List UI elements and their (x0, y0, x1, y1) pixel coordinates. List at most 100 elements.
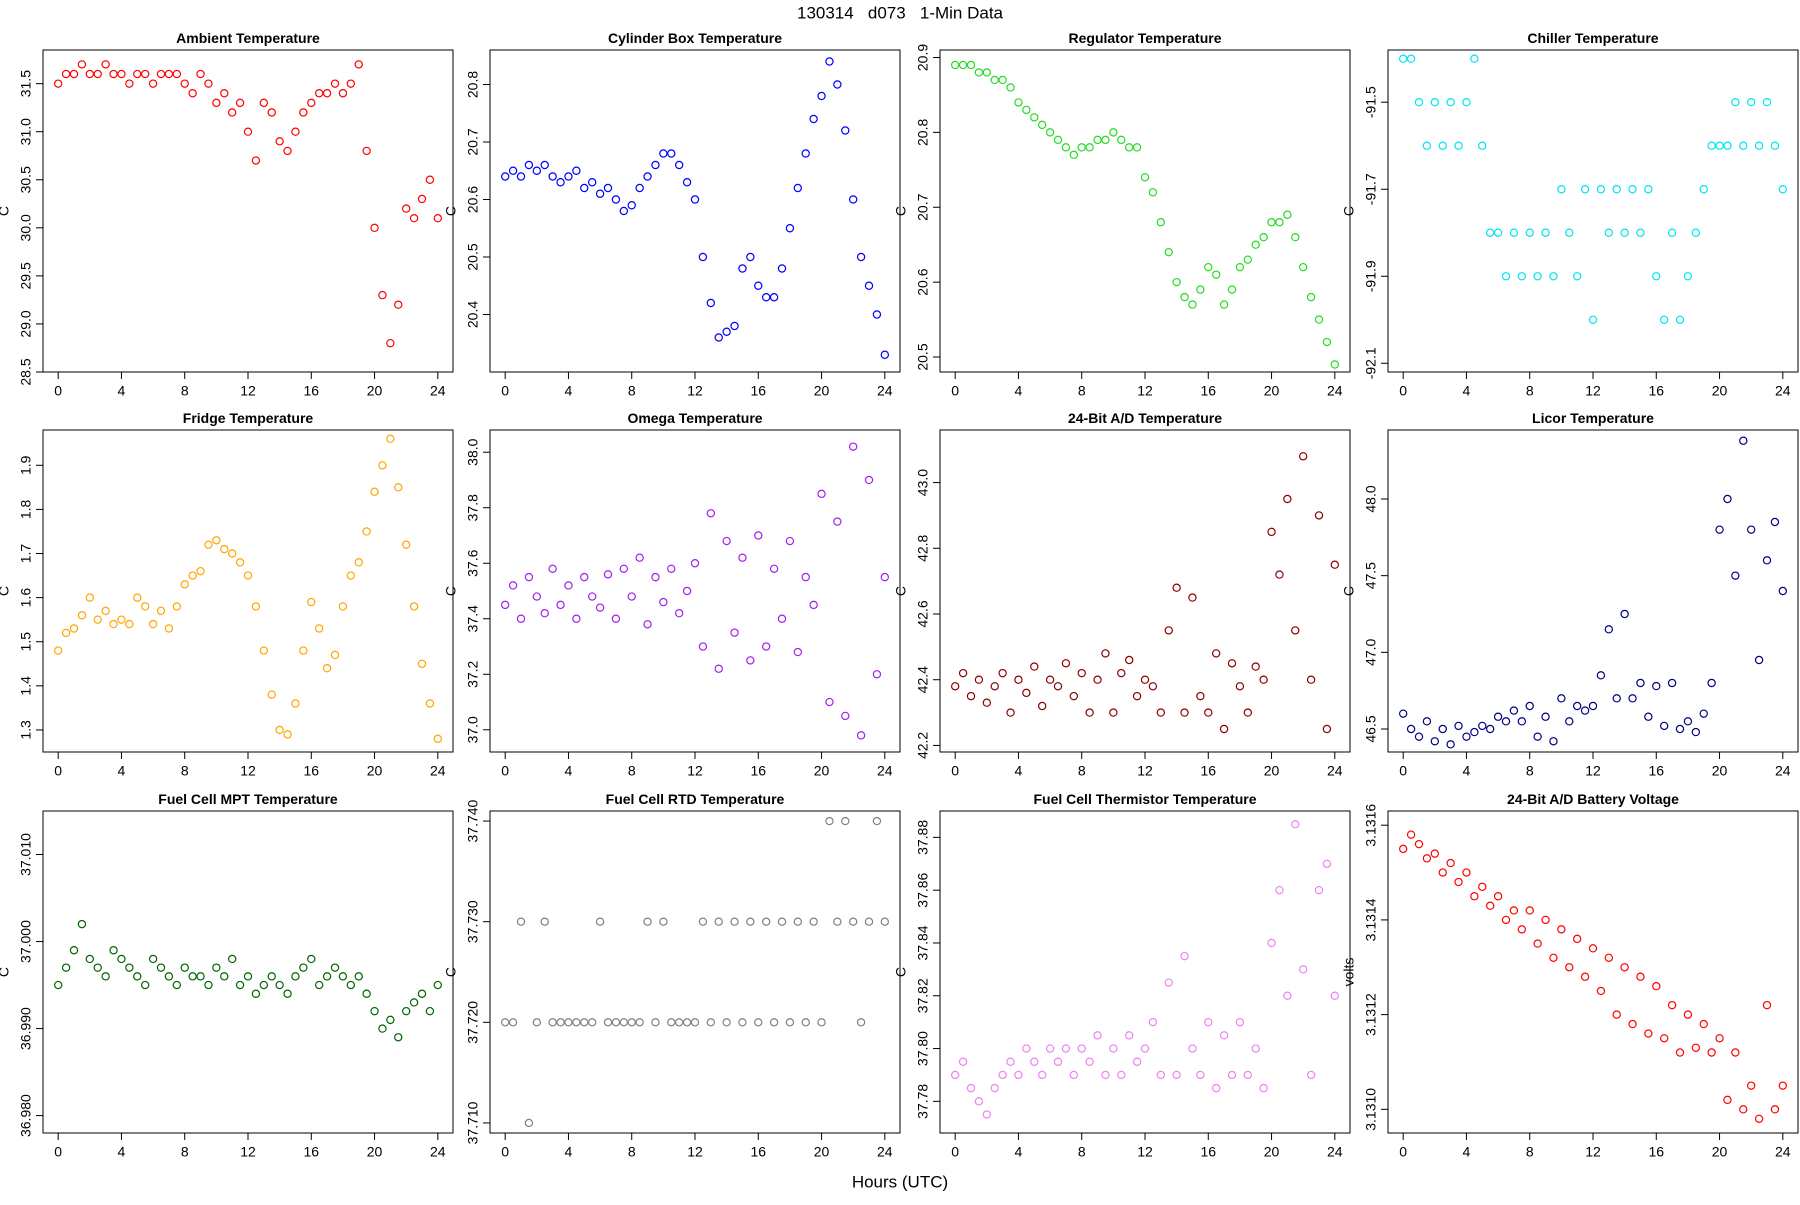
panel-title: Chiller Temperature (1527, 30, 1658, 46)
point (556, 178, 565, 187)
x-tick-label: 16 (303, 383, 319, 399)
point (508, 581, 518, 590)
x-tick-label: 0 (1399, 1144, 1407, 1160)
point (172, 980, 182, 990)
y-tick-label: 1.6 (18, 588, 34, 608)
point (1243, 255, 1253, 264)
point (172, 69, 182, 79)
x-tick-label: 8 (181, 763, 189, 779)
point (761, 642, 771, 651)
y-tick-label: 48.0 (1363, 485, 1379, 512)
point (714, 333, 723, 342)
point (354, 558, 363, 567)
point (299, 108, 308, 117)
point (1525, 701, 1534, 711)
point (1085, 143, 1094, 152)
point (1022, 105, 1031, 115)
point (564, 1018, 573, 1027)
x-tick-label: 24 (1775, 1144, 1791, 1160)
point (1045, 1044, 1055, 1053)
point (864, 475, 874, 485)
point (1572, 272, 1582, 281)
point (425, 1006, 435, 1016)
y-tick-label: 37.84 (915, 925, 931, 960)
point (1770, 141, 1780, 150)
point (1069, 1070, 1079, 1080)
panel: Fridge Temperature C 0 4 8 12 16 20 24 1.3 1.4 1.5 1… (0, 410, 454, 779)
point (1454, 721, 1463, 731)
y-tick-label: 43.0 (915, 469, 931, 496)
point (966, 691, 976, 701)
point (259, 98, 269, 108)
point (1438, 141, 1447, 150)
point (1077, 668, 1086, 678)
point (1243, 1070, 1253, 1080)
point (1462, 868, 1471, 877)
point (291, 972, 300, 981)
plot-frame (42, 429, 454, 753)
point (595, 603, 605, 612)
point (1030, 113, 1039, 122)
point (998, 75, 1007, 85)
panel-title: Licor Temperature (1532, 410, 1654, 426)
point (77, 611, 87, 620)
x-axis-label: Hours (UTC) (852, 1172, 948, 1191)
point (1259, 675, 1268, 684)
point (825, 57, 834, 66)
point (330, 79, 340, 88)
plot-frame (1387, 810, 1799, 1134)
point (966, 1083, 976, 1093)
y-tick-label: 1.9 (18, 455, 34, 475)
point (825, 697, 834, 707)
point (1196, 1070, 1205, 1080)
x-tick-label: 8 (1078, 763, 1086, 779)
plot-frame (939, 429, 1351, 753)
point (1117, 1070, 1126, 1080)
point (220, 544, 229, 554)
point (93, 615, 102, 624)
x-tick-label: 4 (1463, 383, 1471, 399)
x-tick-label: 8 (1078, 383, 1086, 399)
point (1037, 1070, 1047, 1080)
point (227, 954, 237, 964)
point (1612, 694, 1621, 703)
point (433, 734, 443, 743)
point (1314, 511, 1324, 520)
y-tick-label: 37.740 (465, 799, 481, 842)
point (1707, 1048, 1716, 1057)
x-tick-label: 12 (1585, 1144, 1601, 1160)
point (370, 1006, 379, 1016)
point (69, 624, 79, 633)
point (362, 146, 371, 156)
y-tick-label: 37.000 (18, 920, 34, 963)
point (1667, 678, 1677, 688)
point (283, 989, 292, 998)
point (77, 60, 87, 69)
point (1746, 98, 1756, 107)
point (674, 609, 684, 618)
point (769, 564, 779, 573)
point (1053, 682, 1063, 691)
point (1109, 708, 1118, 717)
point (1517, 272, 1527, 281)
x-tick-label: 12 (687, 763, 703, 779)
plot-frame (939, 810, 1351, 1134)
point (1652, 272, 1661, 281)
point (966, 60, 976, 70)
point (722, 327, 731, 336)
point (1283, 210, 1292, 219)
point (1509, 906, 1519, 915)
x-tick-label: 24 (877, 383, 893, 399)
point (595, 917, 605, 926)
point (1478, 141, 1487, 150)
point (738, 1018, 747, 1027)
point (1275, 570, 1284, 579)
point (1188, 1044, 1197, 1053)
point (117, 69, 126, 79)
y-tick-label: 36.980 (18, 1094, 34, 1137)
x-tick-label: 12 (1137, 1144, 1153, 1160)
point (227, 108, 237, 117)
point (1596, 986, 1606, 996)
point (754, 281, 763, 290)
point (322, 89, 332, 98)
